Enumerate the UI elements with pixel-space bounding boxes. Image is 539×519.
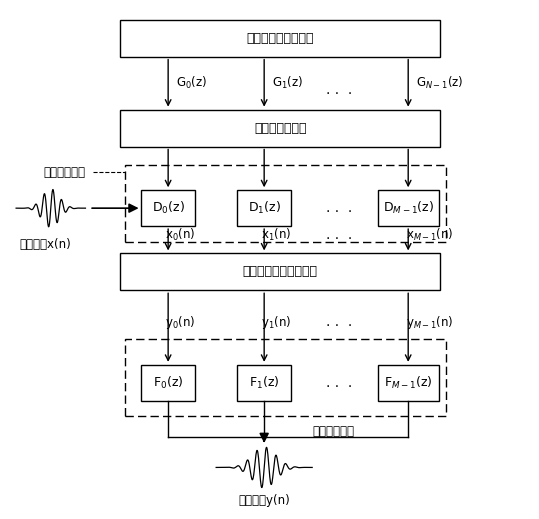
Text: G$_1$(z): G$_1$(z) — [272, 75, 303, 91]
Text: 自适应通道合并: 自适应通道合并 — [254, 121, 306, 134]
Text: . .  .: . . . — [326, 83, 352, 97]
Bar — [120, 110, 440, 146]
Text: G$_{N-1}$(z): G$_{N-1}$(z) — [416, 75, 464, 91]
Text: D$_0$(z): D$_0$(z) — [151, 200, 184, 216]
Text: y$_0$(n): y$_0$(n) — [165, 314, 196, 331]
Text: . .  .: . . . — [326, 201, 352, 215]
Text: 滤波器组分解: 滤波器组分解 — [43, 166, 85, 179]
Text: F$_1$(z): F$_1$(z) — [249, 375, 279, 391]
Text: x$_0$(n): x$_0$(n) — [165, 227, 196, 243]
Bar — [126, 165, 446, 241]
Text: . .  .: . . . — [326, 228, 352, 242]
Bar — [238, 365, 291, 401]
Text: . .  .: . . . — [326, 376, 352, 390]
Bar — [120, 20, 440, 57]
Text: 多通道宽动态范围压缩: 多通道宽动态范围压缩 — [243, 265, 317, 278]
Text: . .  .: . . . — [326, 316, 352, 330]
Bar — [377, 365, 439, 401]
Text: D$_{M-1}$(z): D$_{M-1}$(z) — [383, 200, 434, 216]
Text: y$_{M-1}$(n): y$_{M-1}$(n) — [405, 314, 453, 331]
Text: 输出信号y(n): 输出信号y(n) — [238, 494, 290, 507]
Text: 输入信号x(n): 输入信号x(n) — [19, 238, 71, 251]
Bar — [120, 253, 440, 290]
Text: 滤波器组综合: 滤波器组综合 — [312, 425, 354, 438]
Bar — [141, 365, 195, 401]
Text: G$_0$(z): G$_0$(z) — [176, 75, 208, 91]
Text: 非线性滤波器组设计: 非线性滤波器组设计 — [246, 32, 314, 45]
Text: y$_1$(n): y$_1$(n) — [261, 314, 292, 331]
Bar — [238, 190, 291, 226]
Text: x$_{M-1}$(n): x$_{M-1}$(n) — [405, 227, 453, 243]
Bar — [141, 190, 195, 226]
Text: D$_1$(z): D$_1$(z) — [248, 200, 281, 216]
Text: x$_1$(n): x$_1$(n) — [261, 227, 292, 243]
Bar — [377, 190, 439, 226]
Bar — [126, 339, 446, 416]
Text: F$_{M-1}$(z): F$_{M-1}$(z) — [384, 375, 433, 391]
Text: F$_0$(z): F$_0$(z) — [153, 375, 183, 391]
